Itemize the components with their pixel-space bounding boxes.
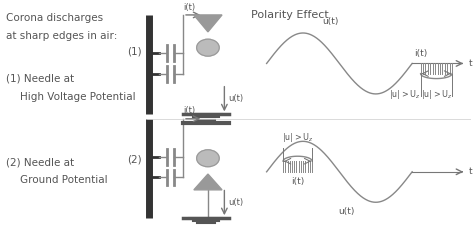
- Text: i(t): i(t): [183, 3, 195, 12]
- Text: u(t): u(t): [322, 17, 338, 26]
- Text: Corona discharges: Corona discharges: [6, 13, 103, 23]
- Text: |u|$>$U$_z$: |u|$>$U$_z$: [389, 88, 420, 101]
- Ellipse shape: [197, 150, 219, 167]
- Text: i(t): i(t): [183, 106, 195, 115]
- Text: Polarity Effect: Polarity Effect: [251, 10, 329, 21]
- Text: t: t: [468, 59, 472, 68]
- Text: at sharp edges in air:: at sharp edges in air:: [6, 31, 118, 41]
- Text: u(t): u(t): [228, 198, 243, 207]
- Text: (1) Needle at: (1) Needle at: [6, 74, 74, 84]
- Text: u(t): u(t): [228, 94, 243, 103]
- Text: |u|$>$U$_z$: |u|$>$U$_z$: [421, 88, 453, 101]
- Text: t: t: [468, 167, 472, 176]
- Ellipse shape: [197, 39, 219, 56]
- Text: u(t): u(t): [338, 207, 355, 216]
- Text: (1): (1): [128, 46, 142, 56]
- Text: Ground Potential: Ground Potential: [20, 175, 108, 185]
- Text: High Voltage Potential: High Voltage Potential: [20, 92, 136, 102]
- Text: i(t): i(t): [291, 178, 304, 186]
- Text: (2): (2): [128, 154, 142, 164]
- Polygon shape: [194, 15, 222, 32]
- Polygon shape: [194, 174, 222, 190]
- Text: (2) Needle at: (2) Needle at: [6, 157, 74, 167]
- Text: i(t): i(t): [414, 48, 428, 58]
- Text: |u|$>$U$_z$: |u|$>$U$_z$: [282, 131, 313, 144]
